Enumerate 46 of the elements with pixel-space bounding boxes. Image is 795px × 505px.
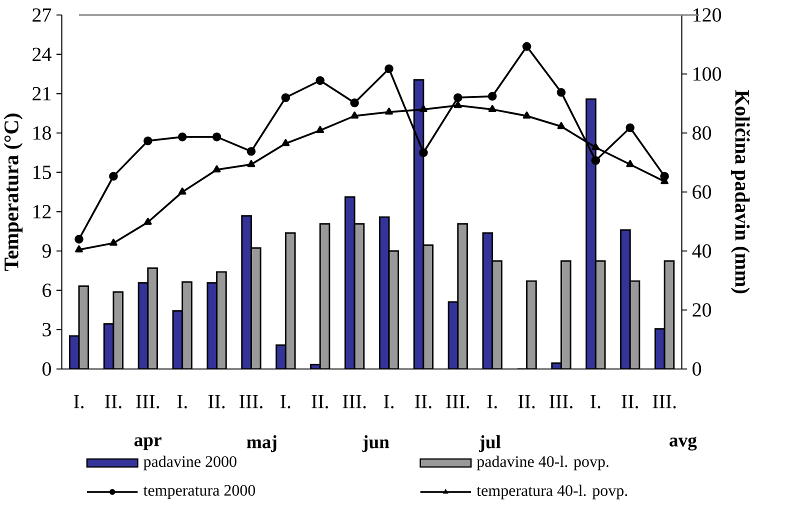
y2-tick-label: 60 [692,185,712,199]
y2-axis-title: Količina padavin (mm) [730,90,750,294]
legend-label: temperatura 2000 [143,484,256,500]
y2-tick-label: 0 [692,362,702,376]
x-tick-label: I. [74,395,84,408]
x-tick-label: III. [342,395,366,408]
text: jul [479,435,501,452]
x-tick-label: II. [415,395,432,408]
x-tick-label: I. [280,395,290,408]
text: apr [134,437,162,450]
y-tick-label: 0 [42,362,51,376]
y2-tick-label: 20 [692,303,712,317]
x-tick-label: III. [136,395,160,408]
y2-tick-label: 100 [694,67,722,81]
y-tick-label: 27 [32,8,52,22]
x-tick-label: III. [239,395,262,408]
y2-tick-label: 80 [692,126,712,140]
x-tick-label: III. [446,395,470,408]
y-axis-title: Temperatura (°C) [4,114,23,271]
legend-label: temperatura 40-l. povp. [476,484,628,500]
x-tick-label: II. [622,395,638,408]
y-tick-label: 9 [42,244,51,258]
y-tick-label: 21 [32,87,51,100]
y-tick-label: 12 [33,205,51,218]
x-tick-label: I. [177,395,187,408]
y2-tick-label: 120 [694,8,722,22]
y-tick-label: 18 [33,126,51,140]
y-tick-label: 15 [33,166,51,180]
y2-tick-label: 40 [692,244,712,258]
y-tick-label: 3 [42,322,51,336]
legend-label: padavine 40-l. povp. [476,456,608,470]
x-tick-label: II. [518,395,535,408]
x-tick-label: II. [208,395,225,408]
legend-label: padavine 2000 [144,456,236,470]
y-tick-label: 6 [42,284,52,298]
x-tick-label: II. [105,395,122,408]
x-tick-label: II. [312,395,328,408]
x-tick-label: I. [384,395,394,408]
x-tick-label: III. [652,395,676,408]
text: jun [362,435,390,452]
x-tick-label: I. [590,395,600,408]
text: maj [246,435,276,452]
x-tick-label: I. [487,395,497,408]
x-tick-label: III. [549,395,572,408]
y-tick-label: 24 [32,48,52,61]
text: avg [670,436,697,450]
